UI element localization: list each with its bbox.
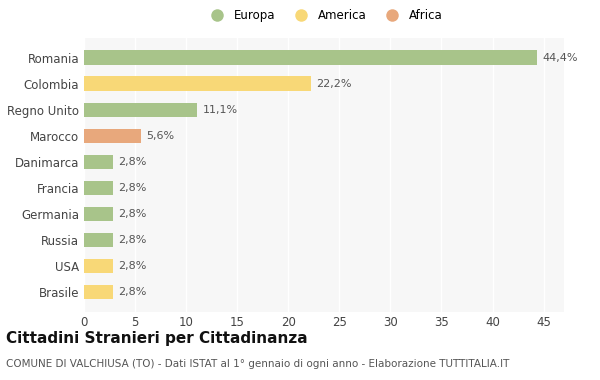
Bar xyxy=(84,259,113,273)
Text: COMUNE DI VALCHIUSA (TO) - Dati ISTAT al 1° gennaio di ogni anno - Elaborazione : COMUNE DI VALCHIUSA (TO) - Dati ISTAT al… xyxy=(6,359,509,369)
Text: 44,4%: 44,4% xyxy=(542,52,578,63)
Text: 2,8%: 2,8% xyxy=(118,235,146,245)
Bar xyxy=(84,76,311,91)
Text: 5,6%: 5,6% xyxy=(146,131,175,141)
Text: 22,2%: 22,2% xyxy=(316,79,352,89)
Bar xyxy=(84,128,141,143)
Bar xyxy=(84,103,197,117)
Legend: Europa, America, Africa: Europa, America, Africa xyxy=(200,4,448,27)
Bar xyxy=(84,207,113,221)
Bar xyxy=(84,233,113,247)
Bar xyxy=(84,155,113,169)
Text: 2,8%: 2,8% xyxy=(118,209,146,219)
Text: 2,8%: 2,8% xyxy=(118,261,146,271)
Bar xyxy=(84,51,538,65)
Bar xyxy=(84,180,113,195)
Text: 2,8%: 2,8% xyxy=(118,183,146,193)
Bar xyxy=(84,285,113,299)
Text: 2,8%: 2,8% xyxy=(118,287,146,297)
Text: 11,1%: 11,1% xyxy=(202,105,238,115)
Text: Cittadini Stranieri per Cittadinanza: Cittadini Stranieri per Cittadinanza xyxy=(6,331,308,345)
Text: 2,8%: 2,8% xyxy=(118,157,146,167)
